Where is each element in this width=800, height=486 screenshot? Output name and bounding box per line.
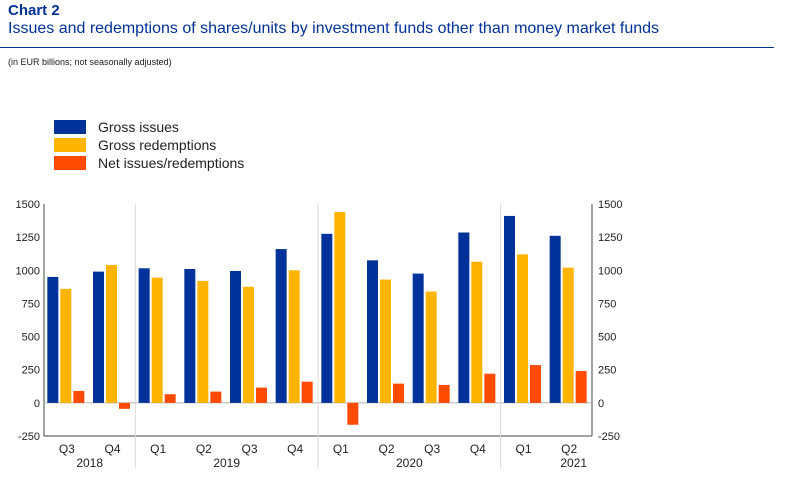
bar-net-issues-redemptions-8 — [438, 384, 450, 403]
x-tick-label: Q1 — [150, 442, 166, 456]
bar-net-issues-redemptions-6 — [347, 402, 359, 425]
x-year-label: 2020 — [396, 456, 423, 470]
bar-gross-issues-1 — [93, 271, 104, 403]
bar-gross-issues-7 — [367, 260, 378, 403]
legend-item-gross-redemptions: Gross redemptions — [54, 136, 244, 154]
bar-net-issues-redemptions-9 — [484, 373, 496, 403]
bar-net-issues-redemptions-11 — [575, 371, 587, 403]
x-year-label: 2021 — [560, 456, 587, 470]
bar-gross-issues-6 — [321, 233, 333, 403]
chart-subtitle: (in EUR billions; not seasonally adjuste… — [8, 57, 172, 67]
x-tick-label: Q4 — [287, 442, 303, 456]
legend-swatch-gross-redemptions — [54, 138, 86, 152]
legend-swatch-gross-issues — [54, 120, 86, 134]
bar-gross-issues-8 — [412, 273, 424, 403]
y-tick-label-left: -250 — [18, 431, 40, 443]
y-tick-label-right: 1500 — [598, 199, 622, 211]
legend-label-gross-issues: Gross issues — [98, 119, 179, 135]
bar-gross-redemptions-9 — [471, 261, 483, 403]
bar-gross-redemptions-2 — [151, 277, 163, 403]
x-tick-label: Q3 — [424, 442, 440, 456]
legend-label-gross-redemptions: Gross redemptions — [98, 137, 217, 153]
x-tick-label: Q1 — [515, 442, 531, 456]
legend-item-gross-issues: Gross issues — [54, 118, 244, 136]
bar-gross-issues-5 — [275, 249, 287, 403]
y-tick-label-left: 750 — [22, 298, 40, 310]
y-tick-label-left: 1250 — [16, 232, 40, 244]
bar-gross-issues-10 — [504, 215, 515, 403]
bar-net-issues-redemptions-7 — [393, 383, 404, 403]
x-tick-label: Q1 — [333, 442, 349, 456]
y-tick-label-right: 1250 — [598, 232, 622, 244]
y-tick-label-left: 0 — [34, 398, 40, 410]
y-tick-label-right: 1000 — [598, 265, 622, 277]
bar-gross-issues-2 — [138, 268, 150, 403]
bar-net-issues-redemptions-1 — [119, 402, 130, 409]
bar-net-issues-redemptions-5 — [301, 381, 313, 403]
bar-net-issues-redemptions-2 — [164, 394, 176, 403]
legend-label-net: Net issues/redemptions — [98, 155, 245, 171]
chart-number: Chart 2 — [8, 2, 60, 19]
y-tick-label-right: 0 — [598, 398, 604, 410]
bar-gross-redemptions-1 — [106, 264, 117, 403]
legend: Gross issues Gross redemptions Net issue… — [54, 118, 244, 172]
x-tick-label: Q2 — [378, 442, 394, 456]
bar-net-issues-redemptions-0 — [73, 390, 85, 403]
x-year-label: 2019 — [213, 456, 240, 470]
bar-net-issues-redemptions-4 — [256, 387, 267, 403]
bar-gross-redemptions-3 — [197, 280, 209, 403]
bar-gross-issues-0 — [47, 276, 59, 403]
y-tick-label-right: 500 — [598, 332, 616, 344]
title-divider — [0, 47, 774, 48]
bar-gross-issues-11 — [549, 235, 561, 403]
bar-gross-redemptions-8 — [425, 291, 437, 403]
bar-net-issues-redemptions-3 — [210, 391, 222, 403]
bar-gross-issues-9 — [458, 232, 470, 403]
x-tick-label: Q3 — [59, 442, 75, 456]
x-tick-label: Q4 — [104, 442, 120, 456]
y-tick-label-left: 500 — [22, 332, 40, 344]
bar-net-issues-redemptions-10 — [530, 365, 541, 403]
chart-title: Issues and redemptions of shares/units b… — [8, 20, 660, 37]
x-tick-label: Q2 — [561, 442, 577, 456]
x-tick-label: Q3 — [241, 442, 257, 456]
y-tick-label-left: 1000 — [16, 265, 40, 277]
bar-gross-redemptions-6 — [334, 211, 346, 403]
legend-item-net: Net issues/redemptions — [54, 154, 244, 172]
bar-gross-redemptions-5 — [288, 270, 300, 403]
y-tick-label-left: 1500 — [16, 199, 40, 211]
x-tick-label: Q4 — [470, 442, 486, 456]
bar-gross-redemptions-10 — [517, 254, 528, 403]
x-tick-label: Q2 — [196, 442, 212, 456]
bar-gross-issues-3 — [184, 268, 196, 403]
y-tick-label-right: 250 — [598, 365, 616, 377]
bar-gross-redemptions-0 — [60, 288, 72, 403]
x-year-label: 2018 — [76, 456, 103, 470]
y-tick-label-right: 750 — [598, 298, 616, 310]
y-tick-label-left: 250 — [22, 365, 40, 377]
bar-gross-redemptions-4 — [243, 286, 254, 403]
bar-gross-redemptions-7 — [380, 279, 391, 403]
y-tick-label-right: -250 — [598, 431, 620, 443]
bar-gross-issues-4 — [230, 270, 241, 403]
bar-gross-redemptions-11 — [562, 267, 574, 403]
legend-swatch-net — [54, 156, 86, 170]
